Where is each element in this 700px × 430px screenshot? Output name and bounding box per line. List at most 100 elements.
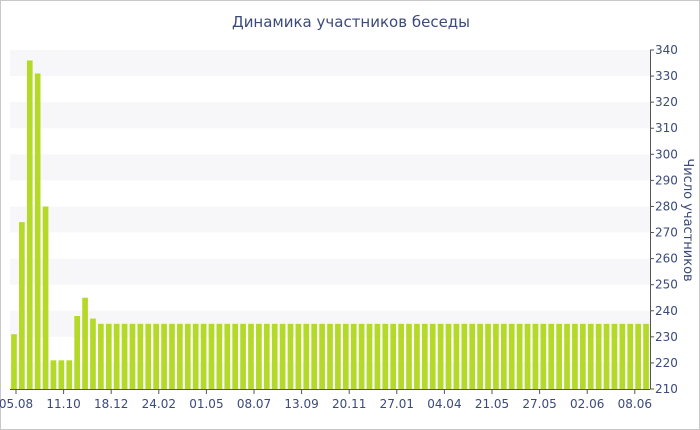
bar: [263, 323, 270, 389]
y-tick-label: 330: [655, 69, 678, 83]
x-tick-label: 05.08: [0, 397, 33, 411]
bar: [556, 323, 562, 389]
bar: [390, 323, 397, 389]
y-tick-label: 250: [655, 278, 678, 292]
bar: [216, 323, 223, 389]
bar: [34, 73, 41, 389]
x-tick-label: 11.10: [46, 397, 80, 411]
bar: [184, 323, 191, 389]
bar: [169, 323, 175, 389]
bar: [643, 323, 649, 389]
bar: [564, 323, 570, 389]
bar: [177, 323, 183, 389]
x-tick-label: 18.12: [94, 397, 128, 411]
bar: [42, 206, 49, 389]
y-tick-label: 210: [655, 382, 678, 396]
bar: [406, 323, 412, 389]
bar: [121, 323, 128, 389]
bar: [524, 323, 531, 389]
bar: [421, 323, 428, 389]
bar: [548, 323, 555, 389]
bar: [366, 323, 373, 389]
bar: [619, 323, 626, 389]
bar: [540, 323, 547, 389]
bar: [82, 297, 88, 389]
bar: [335, 323, 341, 389]
bar: [603, 323, 610, 389]
bar: [342, 323, 349, 389]
y-tick-label: 340: [655, 43, 678, 57]
bar: [635, 323, 641, 389]
bar: [74, 315, 81, 389]
x-tick-label: 08.06: [618, 397, 652, 411]
bar: [627, 323, 634, 389]
bar: [319, 323, 325, 389]
bar: [445, 323, 452, 389]
bar: [224, 323, 231, 389]
bar: [161, 323, 167, 389]
y-tick-label: 280: [655, 199, 678, 213]
bar: [232, 323, 239, 389]
grid-band: [10, 206, 650, 233]
bar: [374, 323, 381, 389]
grid-band: [10, 154, 650, 181]
bar: [295, 323, 302, 389]
chart-title: Динамика участников беседы: [231, 13, 471, 31]
grid-band: [10, 102, 650, 129]
bar: [485, 323, 491, 389]
bar: [469, 323, 476, 389]
x-tick-label: 27.05: [522, 397, 556, 411]
grid-bands: [10, 50, 650, 389]
x-tick-label: 27.01: [380, 397, 414, 411]
bar: [532, 323, 539, 389]
grid-band: [10, 258, 650, 285]
bar: [358, 323, 365, 389]
x-tick-label: 08.07: [237, 397, 271, 411]
bar: [382, 323, 389, 389]
y-axis: 210 220 230 240 250 260 270 280 290 300 310 320 330 3…: [650, 43, 678, 396]
y-tick-label: 290: [655, 173, 678, 187]
bar: [303, 323, 310, 389]
y-tick-label: 220: [655, 356, 678, 370]
y-tick-label: 270: [655, 226, 678, 240]
y-tick-label: 320: [655, 95, 678, 109]
bar: [611, 323, 618, 389]
bar: [137, 323, 144, 389]
bar: [200, 323, 207, 389]
bar: [437, 323, 444, 389]
bar: [311, 323, 318, 389]
bar: [26, 60, 33, 390]
bar: [500, 323, 507, 389]
bar: [587, 323, 594, 389]
bar: [398, 323, 404, 389]
bar: [19, 222, 25, 389]
x-tick-label: 01.05: [189, 397, 223, 411]
bar: [453, 323, 460, 389]
bar: [580, 323, 586, 389]
bar: [414, 323, 420, 389]
bar: [90, 318, 96, 389]
bar: [98, 323, 104, 389]
x-tick-label: 13.09: [284, 397, 318, 411]
y-tick-label: 310: [655, 121, 678, 135]
bar: [477, 323, 483, 389]
bar: [327, 323, 333, 389]
bar: [429, 323, 436, 389]
bar: [287, 323, 294, 389]
bar: [461, 323, 468, 389]
bar: [145, 323, 152, 389]
y-tick-label: 260: [655, 252, 678, 266]
x-tick-label: 21.05: [475, 397, 509, 411]
y-axis-label: Число участников: [680, 158, 695, 281]
bar: [105, 323, 112, 389]
bar: [256, 323, 262, 389]
y-tick-label: 240: [655, 304, 678, 318]
bar: [153, 323, 160, 389]
bar: [129, 323, 136, 389]
bar: [508, 323, 515, 389]
y-tick-label: 300: [655, 147, 678, 161]
bar: [66, 360, 73, 389]
bar: [58, 360, 65, 389]
x-tick-label: 20.11: [332, 397, 366, 411]
